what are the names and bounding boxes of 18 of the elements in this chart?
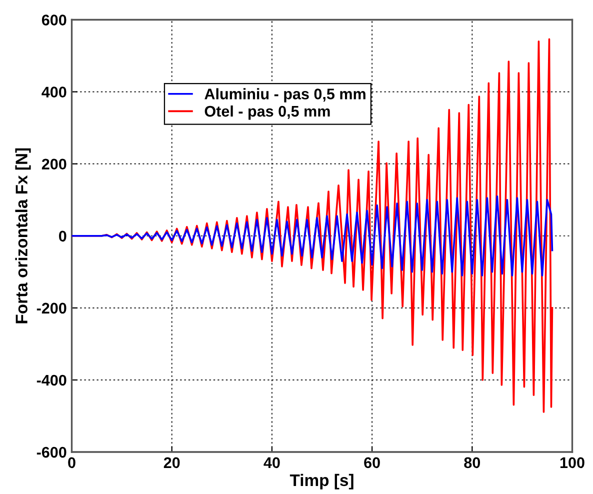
y-axis-title: Forta orizontala Fx [N] — [15, 148, 31, 324]
x-tick-label: 40 — [264, 457, 280, 468]
y-tick-label: -200 — [36, 302, 66, 314]
x-tick-label: 100 — [560, 457, 584, 468]
y-tick-label: 200 — [42, 158, 66, 170]
y-tick-label: 600 — [42, 14, 66, 26]
legend-label: Otel - pas 0,5 mm — [204, 105, 330, 120]
y-tick-label: 0 — [59, 230, 66, 242]
x-tick-label: 0 — [68, 457, 76, 468]
legend-label: Aluminiu - pas 0,5 mm — [204, 88, 366, 102]
line-series — [72, 195, 554, 276]
y-tick-label: -600 — [36, 446, 66, 458]
x-tick-label: 80 — [464, 457, 480, 468]
x-axis-title: Timp [s] — [290, 474, 354, 490]
x-tick-label: 60 — [364, 457, 380, 468]
y-tick-label: -400 — [36, 374, 66, 386]
y-tick-label: 400 — [42, 86, 66, 98]
x-tick-label: 20 — [164, 457, 180, 468]
